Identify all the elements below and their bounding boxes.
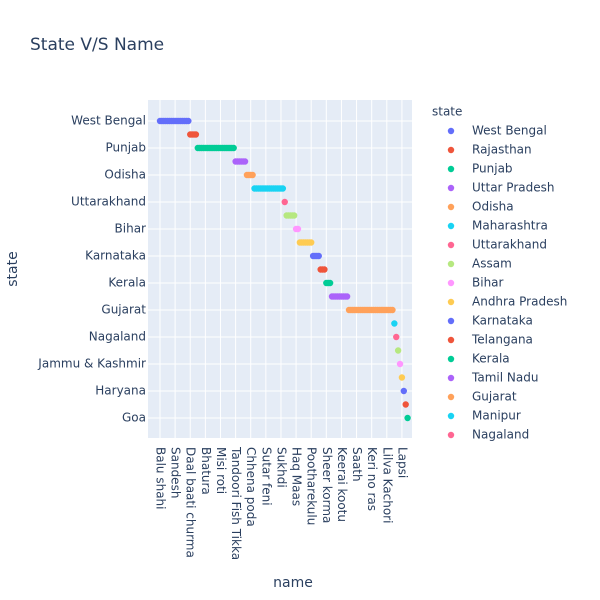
legend-marker <box>447 336 455 344</box>
legend-marker <box>447 241 455 249</box>
x-tick-label: Lilva Kachori <box>380 447 394 523</box>
y-tick-label: Haryana <box>95 384 146 398</box>
x-tick-label: Daal baati churma <box>184 447 198 558</box>
x-tick-label: Tandoori Fish Tikka <box>229 446 243 560</box>
point <box>249 171 256 179</box>
y-tick-label: Uttarakhand <box>71 195 146 209</box>
y-tick-label: Odisha <box>104 168 146 182</box>
y-tick-label: Bihar <box>115 222 147 236</box>
legend-marker <box>447 184 455 192</box>
y-tick-label: Punjab <box>105 141 146 155</box>
legend-label: West Bengal <box>472 124 547 138</box>
point <box>185 117 192 125</box>
point <box>321 266 328 273</box>
legend-label: Karnataka <box>472 314 533 328</box>
legend-marker <box>447 355 455 363</box>
point <box>400 387 408 395</box>
legend-label: Tamil Nadu <box>471 371 538 385</box>
legend-marker <box>447 203 455 211</box>
legend-label: Punjab <box>472 162 513 176</box>
point <box>394 347 402 354</box>
point <box>326 279 334 287</box>
legend-label: Bihar <box>472 276 504 290</box>
legend-label: Maharashtra <box>472 219 548 233</box>
y-tick-label: Karnataka <box>85 249 146 263</box>
point <box>294 225 302 233</box>
legend-marker <box>447 146 455 154</box>
point <box>389 306 396 314</box>
point <box>281 198 288 206</box>
x-tick-label: Chhena poda <box>244 447 258 527</box>
legend-marker <box>447 412 455 420</box>
point <box>391 320 398 327</box>
x-tick-label: Lapsi <box>395 447 409 478</box>
point <box>343 293 351 300</box>
plot-area <box>148 100 412 438</box>
y-axis-title: state <box>5 251 21 286</box>
legend-marker <box>447 260 455 268</box>
y-tick-label: Nagaland <box>89 330 146 344</box>
x-tick-label: Saath <box>350 447 364 482</box>
x-tick-label: Haq Maas <box>290 447 304 506</box>
x-tick-label: Misi roti <box>214 447 228 494</box>
y-tick-label: Gujarat <box>101 303 146 317</box>
point <box>404 414 411 422</box>
legend-label: Uttar Pradesh <box>472 181 554 195</box>
x-axis-title: name <box>273 575 313 591</box>
point <box>402 401 409 408</box>
legend-marker <box>447 127 455 135</box>
legend-title: state <box>432 105 462 119</box>
y-tick-label: Jammu & Kashmir <box>37 357 146 371</box>
y-tick-label: West Bengal <box>71 114 146 128</box>
x-tick-label: Keri no ras <box>365 447 379 511</box>
x-tick-label: Sheer korma <box>320 447 334 523</box>
legend-label: Uttarakhand <box>472 238 547 252</box>
y-tick-label: Goa <box>122 411 146 425</box>
point <box>308 239 315 246</box>
legend-marker <box>447 317 455 325</box>
point <box>241 158 249 165</box>
legend-label: Telangana <box>471 333 533 347</box>
legend-label: Gujarat <box>472 390 517 404</box>
x-tick-label: Bhatura <box>199 447 213 495</box>
point <box>393 333 400 341</box>
y-tick-label: Kerala <box>108 276 146 290</box>
legend-label: Rajasthan <box>472 143 532 157</box>
legend-marker <box>447 393 455 401</box>
legend-marker <box>447 374 455 382</box>
point <box>290 212 298 219</box>
point <box>230 144 237 152</box>
x-tick-label: Balu shahi <box>154 447 168 510</box>
x-tick-label: Keerai kootu <box>335 447 349 522</box>
point <box>279 185 287 192</box>
legend-marker <box>447 222 455 230</box>
legend-label: Manipur <box>472 409 521 423</box>
point <box>315 252 322 260</box>
x-tick-label: Sukhdi <box>274 447 288 488</box>
legend-label: Kerala <box>472 352 510 366</box>
point <box>396 360 404 368</box>
legend-marker <box>447 298 455 306</box>
point <box>398 374 406 381</box>
chart-title: State V/S Name <box>30 35 164 55</box>
legend-label: Nagaland <box>472 428 529 442</box>
legend-marker <box>447 431 455 439</box>
point <box>192 131 200 138</box>
legend-label: Odisha <box>472 200 514 214</box>
legend-marker <box>447 279 455 287</box>
x-tick-label: Sandesh <box>169 447 183 498</box>
x-tick-label: Pootharekulu <box>305 447 319 525</box>
legend-marker <box>447 165 455 173</box>
legend-label: Assam <box>472 257 512 271</box>
x-tick-label: Sutar feni <box>259 447 273 506</box>
legend-label: Andhra Pradesh <box>472 295 567 309</box>
